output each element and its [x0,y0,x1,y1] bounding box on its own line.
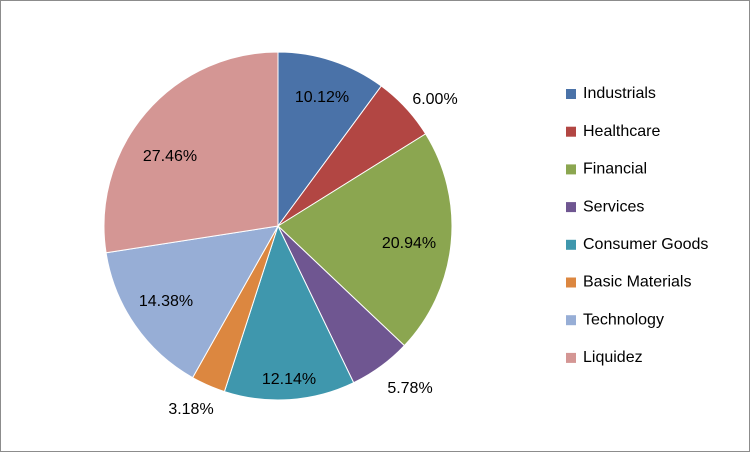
legend-swatch [566,277,576,288]
data-label-services: 5.78% [387,380,432,397]
legend-item-technology: Technology [566,311,664,328]
legend-label: Basic Materials [583,274,691,291]
legend-swatch [566,352,576,363]
data-label-consumer-goods: 12.14% [262,371,316,388]
data-label-liquidez: 27.46% [143,148,197,165]
legend-label: Consumer Goods [583,236,708,253]
legend-label: Financial [583,161,647,178]
pie-data-labels: 10.12% 6.00% 20.94% 5.78% 12.14% 3.18% 14.38% 2… [139,89,458,418]
pie-slice-financial [277,133,453,347]
legend-swatch [566,89,576,99]
legend-item-consumer-goods: Consumer Goods [566,236,708,253]
legend-item-financial: Financial [566,161,647,178]
legend-swatch [566,315,576,326]
data-label-healthcare: 6.00% [412,91,457,108]
legend-label: Services [583,198,644,215]
legend-swatch [566,239,576,250]
data-label-financial: 20.94% [382,235,436,252]
chart-legend: Industrials Healthcare Financial Services Co… [566,85,708,366]
pie-slice-industrials [277,51,383,228]
data-label-technology: 14.38% [139,293,193,310]
legend-item-healthcare: Healthcare [566,123,660,140]
legend-item-liquidez: Liquidez [566,349,643,366]
legend-label: Healthcare [583,123,660,140]
legend-label: Industrials [583,85,656,102]
pie-slice-consumer-goods [223,224,355,401]
legend-swatch [566,202,576,213]
pie-slice-liquidez [103,51,279,254]
legend-label: Liquidez [583,349,643,366]
legend-label: Technology [583,311,664,328]
data-label-basic-materials: 3.18% [168,401,213,418]
legend-swatch [566,126,576,137]
pie-slice-technology [105,225,279,379]
pie-slices [103,51,453,401]
legend-item-services: Services [566,198,644,215]
legend-item-industrials: Industrials [566,85,656,102]
legend-swatch [566,164,576,175]
data-label-industrials: 10.12% [295,89,349,106]
legend-item-basic-materials: Basic Materials [566,274,691,291]
